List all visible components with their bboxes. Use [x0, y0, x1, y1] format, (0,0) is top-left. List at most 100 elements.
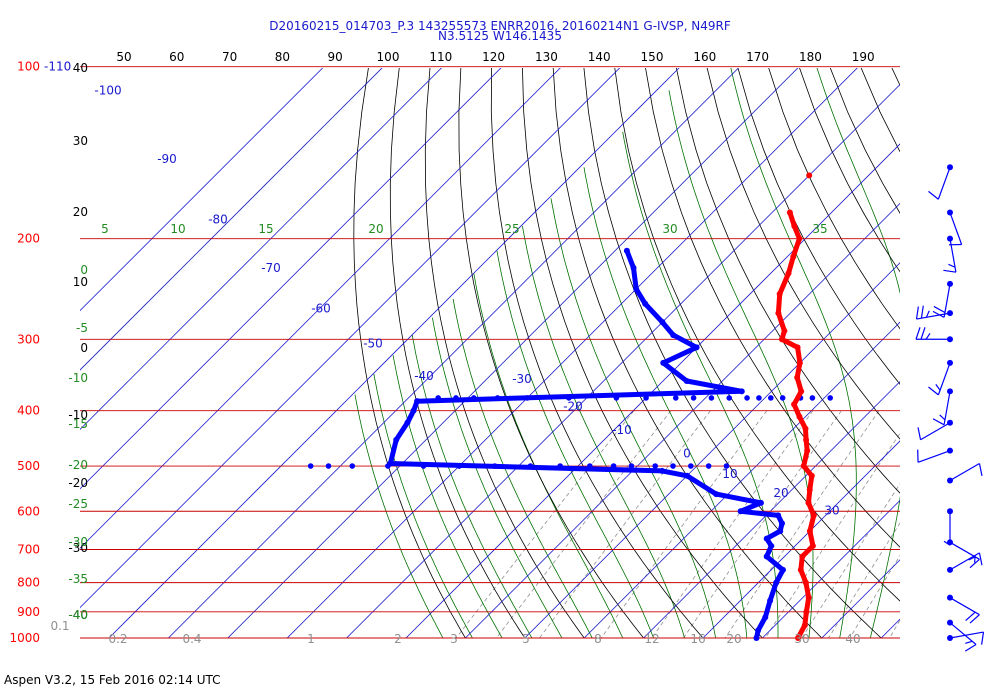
- isotherm-line: [80, 68, 324, 312]
- moist-adiabat-line: [373, 373, 473, 638]
- dry-adiabat-label: -20: [68, 476, 88, 490]
- dewpoint-point: [768, 542, 775, 549]
- mixing-ratio-label: 8: [594, 632, 602, 646]
- dewpoint-point: [414, 398, 421, 405]
- moist-adiabat-label: 0: [80, 263, 88, 277]
- dry-adiabat-line: [424, 68, 585, 638]
- top-temperature-tick-label: 60: [169, 50, 184, 64]
- dry-adiabat-label: -30: [68, 541, 88, 555]
- dewpoint-point: [775, 512, 782, 519]
- moist-adiabat-line: [522, 225, 686, 638]
- isotherm-line: [167, 68, 739, 638]
- isotherm-line: [702, 440, 900, 638]
- wind-barb-staff: [949, 597, 980, 616]
- dewpoint-point: [773, 579, 780, 586]
- isotherm-line: [926, 11, 1000, 652]
- mixing-ratio-line: [889, 619, 900, 638]
- moist-adiabat-label: -25: [68, 497, 88, 511]
- dewpoint-point: [762, 614, 769, 621]
- moist-adiabat-label: -15: [68, 417, 88, 431]
- wind-barb-flag: [939, 414, 946, 421]
- moist-adiabat-top-label: 35: [812, 222, 827, 236]
- mixing-ratio-line: [455, 410, 635, 638]
- moist-adiabat-line: [473, 273, 624, 638]
- mixing-ratio-label: 1: [307, 632, 315, 646]
- isotherm-label: -100: [94, 83, 121, 97]
- isotherm-label: 30: [824, 503, 839, 517]
- wind-barb-flag: [915, 327, 921, 340]
- temperature-point: [810, 512, 817, 519]
- moist-adiabat-line: [354, 394, 444, 638]
- dewpoint-scatter-point: [610, 463, 617, 469]
- wind-barb-flag: [948, 263, 956, 268]
- pressure-tick-label: 600: [17, 504, 40, 518]
- wind-barb-flag: [928, 386, 939, 396]
- temperature-point: [790, 253, 797, 260]
- isotherm-label: -80: [208, 212, 228, 226]
- isobars: [80, 66, 900, 639]
- pressure-tick-label: 400: [17, 404, 40, 418]
- wind-barb-flag: [920, 305, 924, 319]
- dewpoint-point: [778, 520, 785, 527]
- wind-barb: [947, 539, 980, 569]
- isotherm-line: [80, 68, 383, 371]
- moist-adiabat-label: -35: [68, 572, 88, 586]
- moist-adiabat-label: -30: [68, 535, 88, 549]
- temperature-point: [802, 579, 809, 586]
- wind-barb: [928, 359, 953, 396]
- isotherm-line: [643, 381, 900, 638]
- mixing-ratio-line: [724, 410, 880, 638]
- dewpoint-scatter-point: [566, 395, 572, 401]
- temperature-point: [801, 622, 808, 629]
- temperature-isolated-point: [806, 172, 813, 179]
- dewpoint-scatter-point: [643, 395, 649, 401]
- mixing-ratio-label: 12: [644, 632, 659, 646]
- wind-barb-staff: [937, 167, 951, 200]
- mixing-ratio-label: 20: [726, 632, 741, 646]
- dry-adiabat-line: [799, 68, 900, 273]
- wind-barb: [932, 280, 953, 318]
- mixing-ratio-label: 3: [450, 632, 458, 646]
- wind-barb-flag: [964, 643, 977, 652]
- temperature-point: [803, 436, 810, 443]
- moist-adiabat-top-label: 20: [368, 222, 383, 236]
- mixing-ratio-label: 5: [522, 632, 530, 646]
- temperature-point: [794, 374, 801, 381]
- isotherm-line: [80, 68, 442, 430]
- dewpoint-point: [623, 247, 630, 254]
- dewpoint-trace: [387, 248, 786, 641]
- dry-adiabat-label: -40: [68, 608, 88, 622]
- wind-barb-staff: [917, 450, 951, 463]
- temperature-point: [806, 486, 813, 493]
- moist-adiabat-line: [392, 355, 503, 638]
- mixing-ratio-line: [828, 522, 900, 638]
- dewpoint-point: [757, 499, 764, 506]
- dry-adiabat-label: 0: [80, 341, 88, 355]
- dewpoint-point: [763, 553, 770, 560]
- chart-title-line2: N3.5125 W146.1435: [438, 29, 562, 43]
- temperature-point: [806, 528, 813, 535]
- isotherm-label: 20: [773, 486, 788, 500]
- wind-barbs: [915, 164, 985, 652]
- isotherm-line: [286, 68, 858, 638]
- temperature-point: [781, 327, 788, 334]
- dewpoint-scatter-point: [527, 463, 534, 469]
- moist-adiabat-line: [730, 68, 857, 638]
- dewpoint-scatter-point: [744, 395, 750, 401]
- isotherm-label: -60: [311, 302, 331, 316]
- dewpoint-point: [777, 528, 784, 535]
- wind-barb-flag: [917, 427, 922, 440]
- top-temperature-tick-label: 120: [482, 50, 505, 64]
- dry-adiabat-line: [389, 68, 526, 638]
- dry-adiabat-line: [957, 11, 1000, 652]
- dewpoint-point: [753, 635, 760, 641]
- temperature-point: [809, 542, 816, 549]
- isotherm-line: [80, 68, 502, 490]
- dry-adiabat-label: 40: [73, 61, 88, 75]
- temperature-point: [786, 209, 793, 216]
- dewpoint-scatter-point: [652, 463, 658, 469]
- moist-adiabat-line: [550, 198, 717, 638]
- wind-barb-flag: [978, 552, 983, 566]
- wind-barb: [917, 419, 953, 441]
